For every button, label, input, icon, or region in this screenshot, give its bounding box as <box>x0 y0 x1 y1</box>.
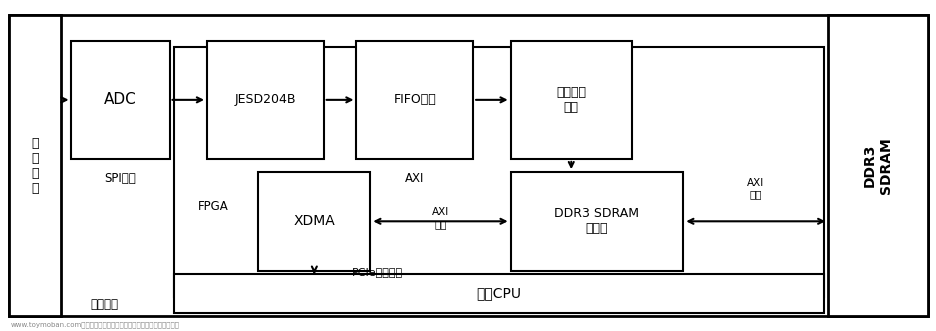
Text: FPGA: FPGA <box>197 200 228 213</box>
Bar <box>8 15 61 316</box>
Text: JESD204B: JESD204B <box>234 93 296 106</box>
Text: SPI协议: SPI协议 <box>105 172 137 185</box>
Bar <box>174 47 823 297</box>
Bar <box>827 15 928 316</box>
Text: 硬件板卡: 硬件板卡 <box>90 299 118 311</box>
Text: AXI
总线: AXI 总线 <box>746 178 764 199</box>
Text: DDR3 SDRAM
控制器: DDR3 SDRAM 控制器 <box>554 207 638 235</box>
Bar <box>258 172 370 270</box>
Bar <box>207 41 323 159</box>
Text: DDR3
SDRAM: DDR3 SDRAM <box>862 137 892 194</box>
Text: AXI: AXI <box>404 172 424 185</box>
Text: ADC: ADC <box>104 92 137 107</box>
Bar <box>510 41 631 159</box>
Text: 板上CPU: 板上CPU <box>475 287 520 301</box>
Text: AXI
总线: AXI 总线 <box>431 207 448 229</box>
Text: 模
拟
信
号: 模 拟 信 号 <box>31 136 38 195</box>
Bar <box>174 274 823 313</box>
Text: PCIe总线协议: PCIe总线协议 <box>351 267 402 277</box>
Text: www.toymoban.com网络图片仅供展示，非传播，如有侵权请联系删除。: www.toymoban.com网络图片仅供展示，非传播，如有侵权请联系删除。 <box>10 321 180 328</box>
Bar <box>71 41 169 159</box>
Bar <box>510 172 682 270</box>
Bar <box>356 41 473 159</box>
Text: XDMA: XDMA <box>293 214 335 228</box>
Text: FIFO缓存: FIFO缓存 <box>393 93 435 106</box>
Text: 数字逻辑
处理: 数字逻辑 处理 <box>556 86 586 114</box>
